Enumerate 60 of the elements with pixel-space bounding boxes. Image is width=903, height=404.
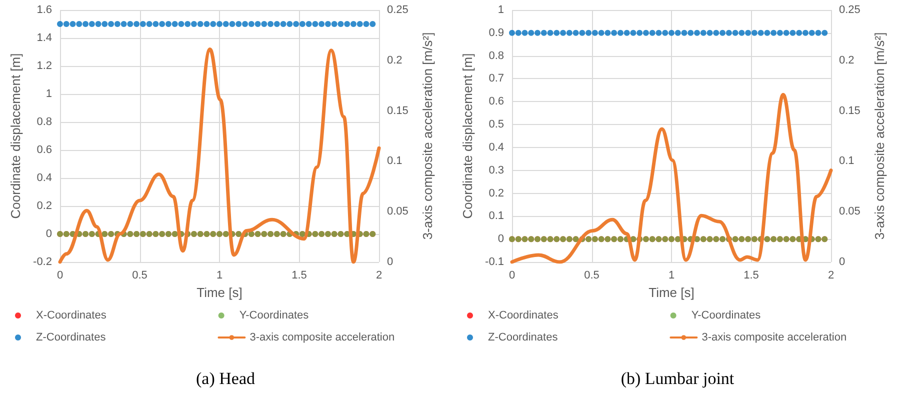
legend-label: X-Coordinates — [488, 310, 559, 322]
y2-tick-label: 0.1 — [387, 155, 402, 168]
y-tick-label: 0.2 — [488, 187, 504, 200]
x-tick-label: 0.5 — [584, 270, 600, 282]
y-tick-label: -0.2 — [33, 256, 52, 268]
y2-tick-label: 0.2 — [839, 54, 854, 66]
y-tick-label: 0.8 — [36, 116, 52, 128]
y2-tick-label: 0.05 — [839, 206, 860, 218]
y-tick-label: 0.7 — [488, 72, 504, 85]
y-tick-label: 1.6 — [36, 4, 52, 16]
y2-tick-label: 0 — [387, 256, 394, 268]
y-tick-label: 0 — [498, 233, 504, 246]
y2-axis-title: 3-axis composite acceleration [m/s²] — [420, 32, 435, 240]
legend-label: 3-axis composite acceleration — [250, 332, 395, 344]
x-tick-label: 1.5 — [744, 270, 759, 282]
x-tick-label: 1 — [668, 270, 675, 282]
y-tick-label: 1 — [498, 4, 504, 16]
y2-tick-label: 0 — [839, 256, 846, 268]
y2-tick-label: 0.15 — [387, 104, 408, 117]
x-tick-label: 2 — [828, 270, 834, 282]
x-axis-title: Time [s] — [196, 284, 242, 300]
text: (b) Lumbar joint — [620, 369, 734, 388]
y-tick-label: 0.4 — [488, 141, 504, 154]
y-tick-label: 0.3 — [488, 164, 504, 176]
x-tick-label: 0.5 — [132, 270, 148, 282]
legend-label: Z-Coordinates — [488, 332, 558, 344]
legend-label: X-Coordinates — [36, 310, 107, 322]
y-tick-label: 0.1 — [488, 210, 504, 222]
y-tick-label: 0.9 — [488, 26, 504, 39]
x-tick-label: 2 — [376, 270, 382, 282]
x-tick-label: 1 — [216, 270, 223, 282]
x-tick-label: 1.5 — [292, 270, 307, 282]
x-tick-label: 0 — [56, 270, 64, 282]
x-axis-title: Time [s] — [648, 284, 694, 300]
y-tick-label: 1.4 — [36, 32, 52, 44]
y-axis-title: Coordinate displacement [m] — [460, 53, 475, 219]
y2-tick-label: 0.2 — [387, 54, 402, 66]
y2-tick-label: 0.25 — [839, 4, 860, 16]
legend-label: Z-Coordinates — [36, 332, 106, 344]
legend-label: Y-Coordinates — [239, 310, 310, 322]
y2-tick-label: 0.05 — [387, 206, 408, 218]
y-tick-label: 0.6 — [488, 96, 504, 108]
y-tick-label: 0 — [46, 228, 52, 240]
y2-axis-title: 3-axis composite acceleration [m/s²] — [872, 32, 887, 240]
y-tick-label: 0.8 — [488, 50, 504, 62]
y2-tick-label: 0.1 — [839, 155, 854, 168]
y-axis-title: Coordinate displacement [m] — [8, 53, 23, 219]
y-tick-label: 0.5 — [488, 118, 504, 131]
y-tick-label: 0.6 — [36, 144, 52, 156]
y2-tick-label: 0.15 — [839, 104, 860, 117]
y-tick-label: 0.4 — [36, 172, 52, 184]
x-tick-label: 0 — [508, 270, 516, 282]
text: (a) Head — [196, 369, 256, 388]
y2-tick-label: 0.25 — [387, 4, 408, 16]
y-tick-label: 0.2 — [36, 200, 52, 212]
legend-label: 3-axis composite acceleration — [702, 332, 847, 344]
y-tick-label: 1 — [46, 88, 52, 100]
legend-label: Y-Coordinates — [691, 310, 762, 322]
y-tick-label: -0.1 — [485, 256, 504, 268]
y-tick-label: 1.2 — [36, 60, 52, 72]
